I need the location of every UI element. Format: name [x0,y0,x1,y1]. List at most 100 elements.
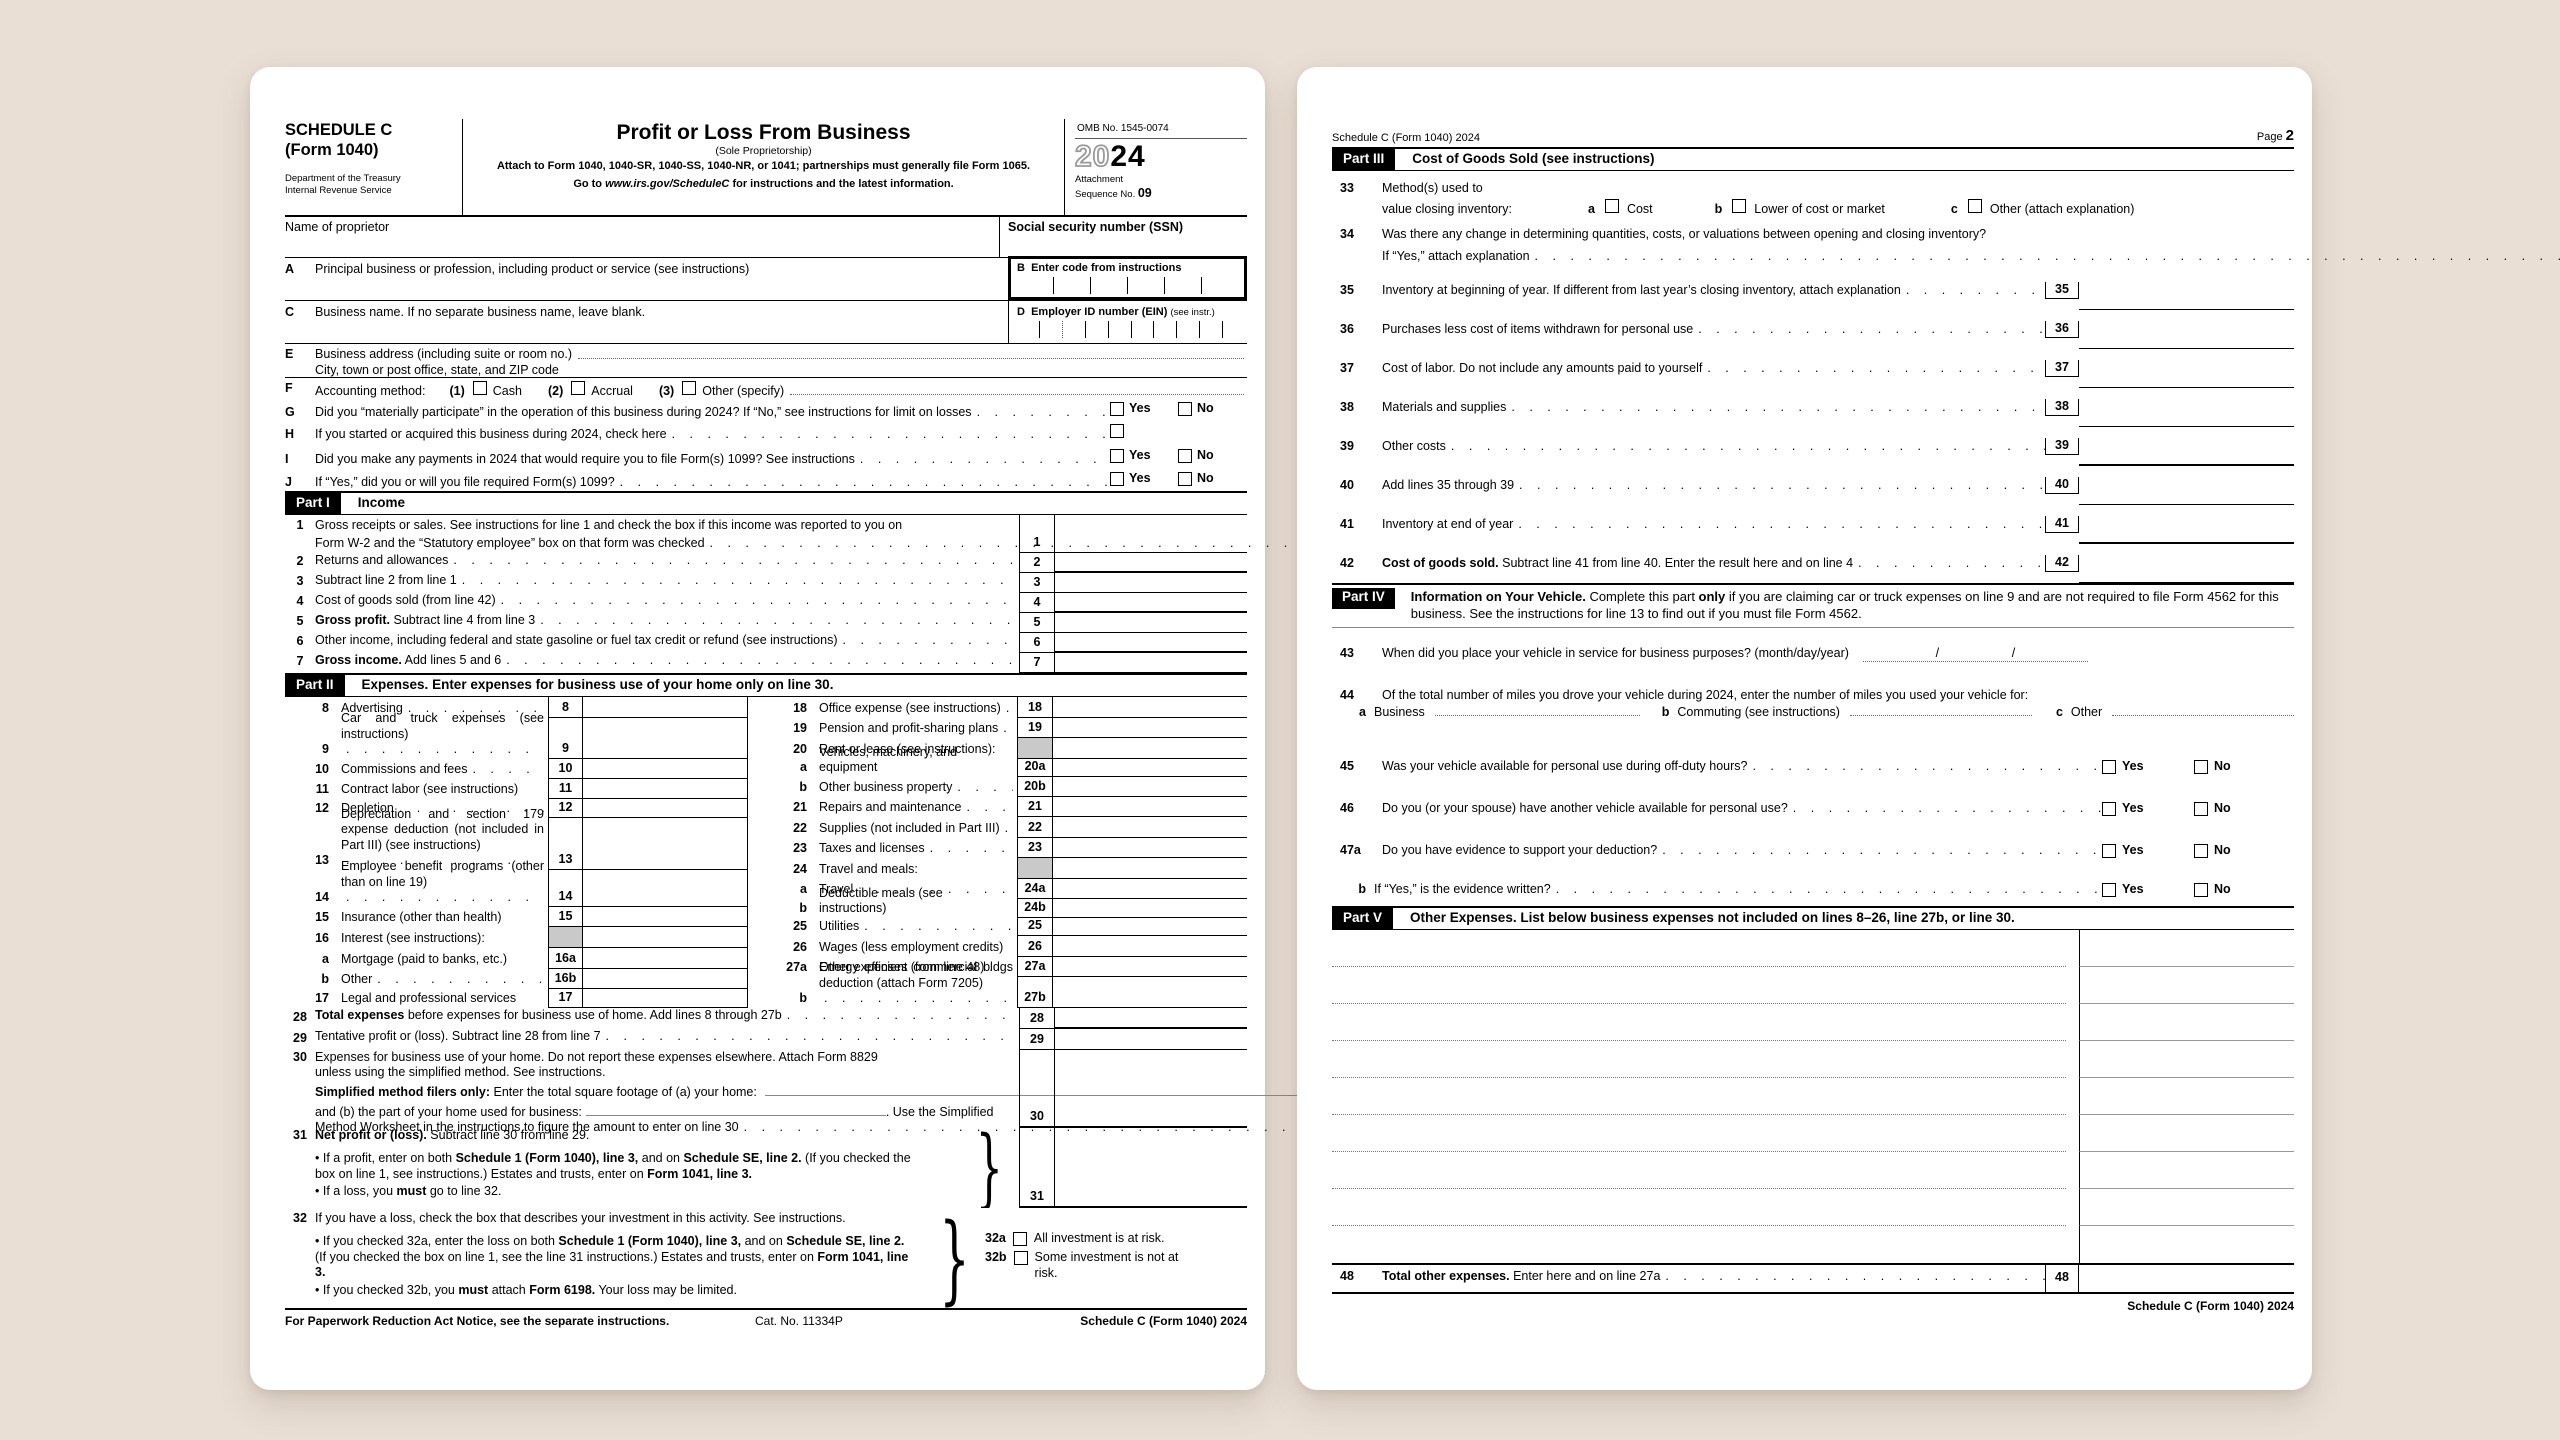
amount-field[interactable] [1053,977,1247,1008]
amount-field[interactable] [583,927,748,948]
amount-field[interactable] [2079,1114,2294,1152]
other-method-specify-field[interactable] [790,383,1244,395]
yes-checkbox[interactable] [2102,759,2116,774]
amount-field[interactable] [1053,697,1247,718]
amount-field[interactable] [1053,899,1247,918]
no-checkbox[interactable] [2194,843,2208,858]
business-sqft-field[interactable] [585,1104,886,1116]
amount-field[interactable] [1055,1128,1247,1208]
business-address-field[interactable] [578,347,1244,359]
city-state-zip-field[interactable]: City, town or post office, state, and ZI… [315,363,559,378]
amount-field[interactable] [1053,817,1247,838]
row-c-label[interactable]: Business name. If no separate business n… [315,305,646,319]
expense-description-field[interactable] [1332,1004,2066,1041]
amount-field[interactable] [1055,1008,1247,1029]
amount-field[interactable] [583,697,748,718]
amount-field[interactable] [1053,858,1247,879]
row-a-label[interactable]: Principal business or profession, includ… [315,262,750,276]
amount-field[interactable] [583,818,748,870]
amount-field[interactable] [2079,349,2294,388]
amount-field[interactable] [1053,738,1247,759]
amount-field[interactable] [1053,918,1247,936]
expense-description-field[interactable] [1332,967,2066,1004]
yes-checkbox[interactable] [1110,401,1124,416]
amount-field[interactable] [1053,957,1247,977]
amount-field[interactable] [1053,879,1247,899]
amount-field[interactable] [1055,593,1247,613]
amount-field[interactable] [1055,573,1247,593]
expense-description-field[interactable] [1332,1041,2066,1078]
amount-field[interactable] [1055,515,1247,553]
expense-description-field[interactable] [1332,1115,2066,1152]
no-checkbox[interactable] [2194,882,2208,897]
check-here-checkbox[interactable] [1110,424,1124,438]
cost-checkbox[interactable] [1604,199,1619,214]
business-code-box[interactable]: B Enter code from instructions [1008,256,1247,300]
amount-field[interactable] [2079,466,2294,505]
amount-field[interactable] [583,948,748,969]
no-checkbox[interactable] [2194,759,2208,774]
yes-checkbox[interactable] [2102,882,2116,897]
expense-description-field[interactable] [1332,1078,2066,1115]
amount-field[interactable] [1053,838,1247,858]
amount-field[interactable] [2079,310,2294,349]
yes-checkbox[interactable] [1110,471,1124,486]
other-inventory-checkbox[interactable] [1967,199,1982,214]
amount-field[interactable] [2079,1188,2294,1226]
amount-field[interactable] [1055,1050,1247,1128]
amount-field[interactable] [1055,1029,1247,1050]
ein-box[interactable]: D Employer ID number (EIN) (see instr.) [1008,301,1247,343]
amount-field[interactable] [1055,613,1247,633]
business-code-comb[interactable] [1017,277,1238,295]
vehicle-service-date-field[interactable]: / / [1862,646,2088,663]
amount-field[interactable] [2079,966,2294,1004]
ein-comb[interactable] [1017,321,1245,339]
some-investment-not-at-risk-checkbox[interactable] [1013,1251,1028,1266]
expense-description-field[interactable] [1332,1152,2066,1189]
cash-checkbox[interactable] [472,381,487,395]
amount-field[interactable] [2079,271,2294,310]
name-of-proprietor-field[interactable]: Name of proprietor [285,220,390,234]
amount-field[interactable] [1055,653,1247,673]
amount-field[interactable] [583,907,748,927]
amount-field[interactable] [1053,936,1247,957]
amount-field[interactable] [2079,388,2294,427]
amount-field[interactable] [1053,759,1247,777]
amount-field[interactable] [1053,718,1247,738]
no-checkbox[interactable] [2194,801,2208,816]
expense-description-field[interactable] [1332,1189,2066,1226]
all-investment-at-risk-checkbox[interactable] [1012,1232,1027,1246]
amount-field[interactable] [2079,1040,2294,1078]
amount-field[interactable] [2079,1151,2294,1189]
commuting-miles-field[interactable] [1849,704,2032,716]
amount-field[interactable] [2079,1225,2294,1263]
amount-field[interactable] [2079,544,2294,583]
amount-field[interactable] [2079,1077,2294,1115]
amount-field[interactable] [2079,1003,2294,1041]
business-miles-field[interactable] [1434,704,1640,716]
yes-checkbox[interactable] [2102,801,2116,816]
amount-field[interactable] [2079,505,2294,544]
amount-field[interactable] [1055,553,1247,573]
amount-field[interactable] [583,870,748,907]
amount-field[interactable] [583,759,748,779]
amount-field[interactable] [2079,929,2294,967]
expense-description-field[interactable] [1332,930,2066,967]
amount-field[interactable] [583,989,748,1008]
amount-field[interactable] [583,779,748,799]
lower-of-cost-checkbox[interactable] [1732,199,1747,214]
amount-field[interactable] [583,969,748,989]
accrual-checkbox[interactable] [571,381,586,395]
amount-field[interactable] [2079,427,2294,466]
no-checkbox[interactable] [1178,401,1192,416]
no-checkbox[interactable] [1178,471,1192,486]
amount-field[interactable] [583,799,748,818]
yes-checkbox[interactable] [1110,448,1124,463]
amount-field[interactable] [2079,1265,2294,1292]
amount-field[interactable] [1053,797,1247,817]
expense-description-field[interactable] [1332,1226,2066,1263]
amount-field[interactable] [583,718,748,759]
yes-checkbox[interactable] [2102,843,2116,858]
other-method-checkbox[interactable] [682,381,697,395]
amount-field[interactable] [1053,777,1247,797]
